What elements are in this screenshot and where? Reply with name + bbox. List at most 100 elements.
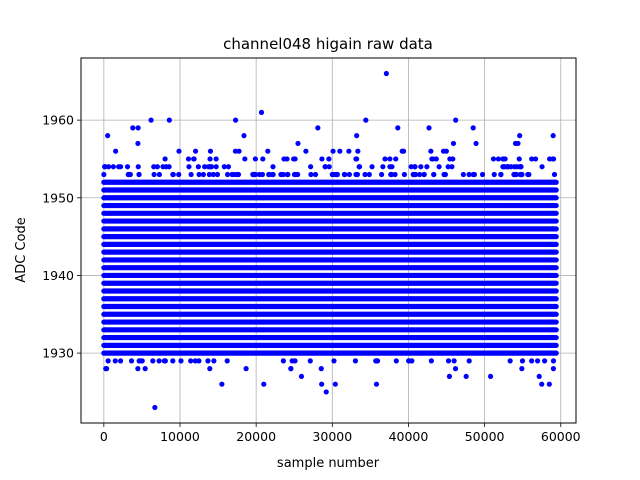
data-point [102,164,108,170]
data-point [135,140,141,147]
data-point [221,164,227,170]
data-point [307,358,313,364]
x-axis-title: sample number [277,456,380,471]
y-tick-label: 1950 [42,190,74,205]
data-point [162,156,168,162]
data-point [285,171,291,178]
x-tick-label: 30000 [312,429,352,444]
data-point [412,171,419,178]
data-point [341,171,347,178]
data-point [266,171,272,178]
data-point [542,358,548,364]
data-point [516,164,523,170]
data-point [236,148,242,154]
data-point [289,358,295,364]
outlier-point [395,125,401,131]
data-point [433,156,439,162]
data-point [207,366,213,372]
data-point [487,373,494,380]
data-point [196,358,202,364]
data-point [460,171,466,178]
data-point [252,156,258,162]
data-point [424,164,430,170]
data-point [505,164,511,170]
data-point [213,164,219,170]
outlier-point [470,125,476,131]
data-point [265,148,271,154]
data-point [451,358,457,364]
data-point [519,171,525,178]
data-point [466,358,472,364]
plot-frame [80,57,577,424]
data-point [160,164,166,170]
data-point [260,156,266,162]
y-tick-label: 1940 [42,268,74,283]
data-point [516,156,522,162]
data-point [471,171,478,178]
data-point [431,171,437,178]
data-point [346,148,352,154]
data-point [207,148,214,154]
data-point [280,358,286,364]
data-point [529,156,535,162]
x-tick-label: 40000 [389,429,429,444]
data-point [495,156,501,162]
data-point [318,366,324,372]
data-point [337,148,343,154]
data-point [154,164,160,170]
x-tick-label: 10000 [160,429,200,444]
data-point [105,358,111,364]
data-point [380,164,386,170]
data-point [450,140,457,147]
data-point [355,148,361,154]
outlier-point [332,381,338,387]
data-point [450,156,456,162]
data-point [211,358,217,364]
data-point [539,164,545,170]
data-point [417,171,423,178]
data-point [188,358,194,364]
data-point [224,358,230,364]
outlier-point [152,404,158,411]
data-point [502,156,508,162]
data-point [170,358,176,364]
x-tick-label: 20000 [236,429,276,444]
data-point [298,373,305,380]
data-point [161,358,167,364]
data-point [242,156,248,162]
outlier-point [219,381,225,387]
outlier-point [373,381,380,387]
outlier-point [517,133,523,139]
outlier-point [232,117,239,123]
data-point [449,164,455,170]
data-point [128,358,135,364]
data-point [392,171,398,178]
data-point [536,373,542,380]
outlier-point [130,125,136,131]
data-point [436,164,442,170]
data-point [124,164,131,170]
data-point [126,171,132,178]
data-point [440,148,447,154]
data-point [308,164,314,170]
data-point [270,164,276,170]
data-point [326,156,332,162]
data-point [526,171,532,178]
x-tick-label: 0 [100,429,108,444]
data-point [207,156,213,162]
data-point [308,171,314,178]
data-point [192,148,199,154]
data-point [512,140,519,147]
data-point [250,171,256,178]
data-point [136,358,142,364]
data-point [191,156,197,162]
y-tick-label: 1930 [42,346,74,361]
data-point [196,171,202,178]
data-point [104,366,110,372]
data-point [463,373,469,380]
outlier-point [426,125,432,131]
outlier-point [241,133,247,139]
data-point [232,148,239,154]
data-point [293,171,299,178]
